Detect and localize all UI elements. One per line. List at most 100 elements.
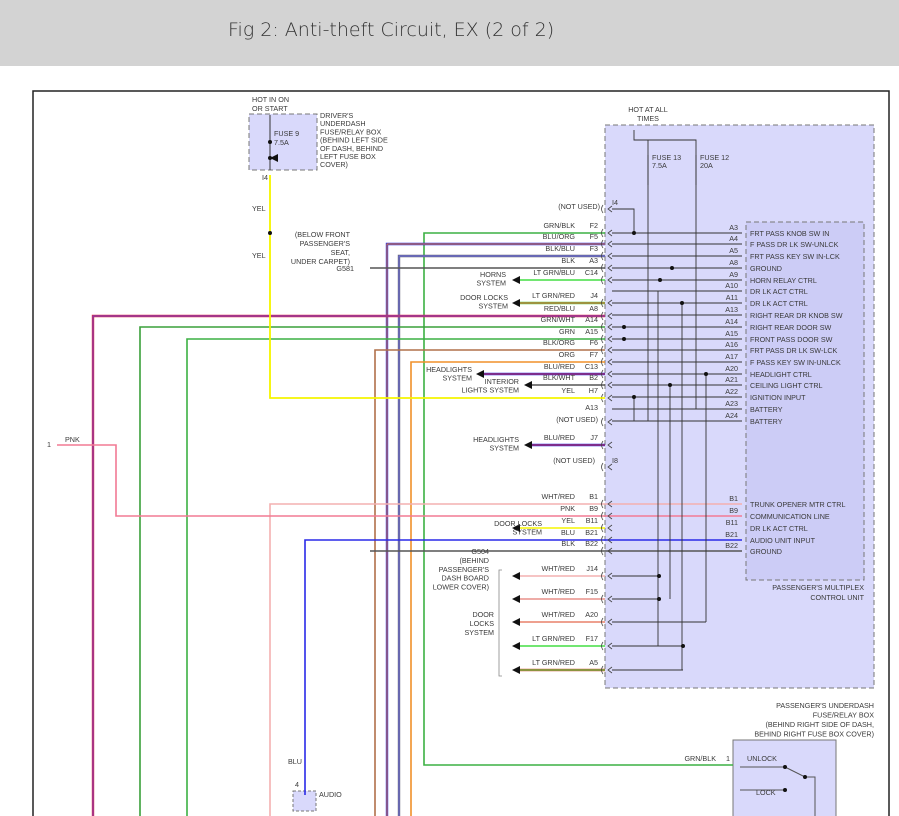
- connector-icon: [601, 322, 613, 332]
- wire-color-label: BLU: [288, 757, 302, 766]
- connector-pin: B22: [585, 539, 598, 548]
- arrow-icon: [512, 642, 520, 650]
- module-pin-name: DR LK ACT CTRL: [750, 524, 808, 533]
- module-pin-name: FRT PASS DR LK SW-LCK: [750, 346, 838, 355]
- module-pin: A15: [725, 329, 738, 338]
- wire-color-label: BLU: [561, 528, 575, 537]
- connector-icon: [601, 511, 613, 521]
- module-pin: A21: [725, 375, 738, 384]
- connector-icon: [601, 571, 613, 581]
- connector-pin: F7: [590, 350, 598, 359]
- splice-dot: [622, 325, 626, 329]
- arrow-icon: [270, 154, 278, 162]
- wire-f6: [374, 349, 605, 816]
- arrow-icon: [524, 381, 532, 389]
- wire-color-label: (NOT USED): [553, 456, 595, 465]
- destination-door-locks: DOOR LOCKS: [460, 293, 508, 302]
- module-pin-name: FRT PASS KNOB SW IN: [750, 229, 829, 238]
- wire-color-label: GRN: [559, 327, 575, 336]
- ground-description: UNDER CARPET): [291, 257, 350, 266]
- wire-color-label: BLU/RED: [544, 433, 575, 442]
- module-pin: B9: [729, 506, 738, 515]
- module-pin-name: DR LK ACT CTRL: [750, 299, 808, 308]
- connector-pin: A3: [589, 256, 598, 265]
- diagram-frame: [32, 90, 890, 816]
- arrow-icon: [524, 441, 532, 449]
- connector-icon: [601, 665, 613, 675]
- connector-pin: A5: [589, 658, 598, 667]
- module-pin: A17: [725, 352, 738, 361]
- splice-dot: [268, 140, 272, 144]
- splice-dot: [658, 278, 662, 282]
- module-pin: A20: [725, 364, 738, 373]
- connector-icon: [601, 523, 613, 533]
- wire-color-label: LT GRN/RED: [532, 291, 575, 300]
- ground-description: (BELOW FRONT: [295, 230, 351, 239]
- module-pin-name: COMMUNICATION LINE: [750, 512, 830, 521]
- box-description: UNDERDASH: [320, 119, 366, 128]
- fuse-label: 7.5A: [274, 138, 289, 147]
- connector-pin: I4: [612, 198, 618, 207]
- wire-color-label: BLU/ORG: [543, 232, 576, 241]
- arrow-icon: [476, 370, 484, 378]
- connector-icon: [601, 311, 613, 321]
- module-pin: B22: [725, 541, 738, 550]
- destination-door-locks: LOCKS: [470, 619, 495, 628]
- ground-description: SEAT,: [331, 248, 350, 257]
- connector-icon: [601, 298, 613, 308]
- module-pin: A16: [725, 340, 738, 349]
- module-pin-name: RIGHT REAR DOOR SW: [750, 323, 832, 332]
- destination-door-locks: DOOR: [472, 610, 494, 619]
- module-pin: A10: [725, 281, 738, 290]
- header-bar: Fig 2: Anti-theft Circuit, EX (2 of 2): [0, 0, 899, 66]
- wire-f5-stripe: [386, 243, 605, 816]
- switch-lock-label: LOCK: [756, 788, 776, 797]
- wire-a8-stripe: [92, 315, 605, 816]
- module-pin-name: FRONT PASS DOOR SW: [750, 335, 833, 344]
- wire-color-label: WHT/RED: [541, 564, 575, 573]
- connector-icon: [601, 462, 613, 472]
- module-pin-name: IGNITION INPUT: [750, 393, 806, 402]
- splice-dot: [657, 597, 661, 601]
- connector-pin: C13: [585, 362, 598, 371]
- connector-pin: H7: [589, 386, 598, 395]
- connector-pin: A8: [589, 304, 598, 313]
- box-description: FUSE/RELAY BOX: [320, 127, 381, 136]
- arrow-icon: [512, 572, 520, 580]
- connector-icon: [601, 617, 613, 627]
- wire-color-label: LT GRN/RED: [532, 634, 575, 643]
- wire-color-label: BLK: [561, 256, 575, 265]
- module-pin-name: GROUND: [750, 547, 782, 556]
- wire-color-label: RED/BLU: [544, 304, 575, 313]
- wire-color-label: BLK/WHT: [543, 373, 576, 382]
- ground-label: G581: [336, 264, 354, 273]
- wire-color-label: BLK/BLU: [545, 244, 575, 253]
- wire-color-label: WHT/RED: [541, 610, 575, 619]
- connector-icon: [601, 369, 613, 379]
- wire-a8: [91, 314, 605, 816]
- module-pin-name: AUDIO UNIT INPUT: [750, 536, 816, 545]
- connector-icon: [601, 417, 613, 427]
- destination-headlights: HEADLIGHTS: [426, 365, 472, 374]
- ground-description: (BEHIND: [459, 556, 489, 565]
- box-description: (BEHIND RIGHT SIDE OF DASH,: [766, 720, 875, 729]
- wire-f7: [410, 361, 605, 816]
- connector-pin: 1: [726, 754, 730, 763]
- module-pin-name: F PASS DR LK SW-UNLCK: [750, 240, 839, 249]
- connector-icon: [601, 275, 613, 285]
- fuse-label: FUSE 12: [700, 153, 729, 162]
- splice-dot: [668, 383, 672, 387]
- connector-pin: J7: [590, 433, 598, 442]
- module-pin-name: DR LK ACT CTRL: [750, 287, 808, 296]
- box-description: DRIVER'S: [320, 111, 354, 120]
- destination-door-locks: SYSTEM: [464, 628, 494, 637]
- destination-headlights: HEADLIGHTS: [473, 435, 519, 444]
- switch-contact: [784, 766, 816, 816]
- arrow-icon: [512, 524, 520, 532]
- module-pin: A8: [729, 258, 738, 267]
- wire-color-label: YEL: [252, 251, 266, 260]
- connector-pin: A20: [585, 610, 598, 619]
- hot-bus: [633, 130, 649, 155]
- wire-color-label: ORG: [559, 350, 576, 359]
